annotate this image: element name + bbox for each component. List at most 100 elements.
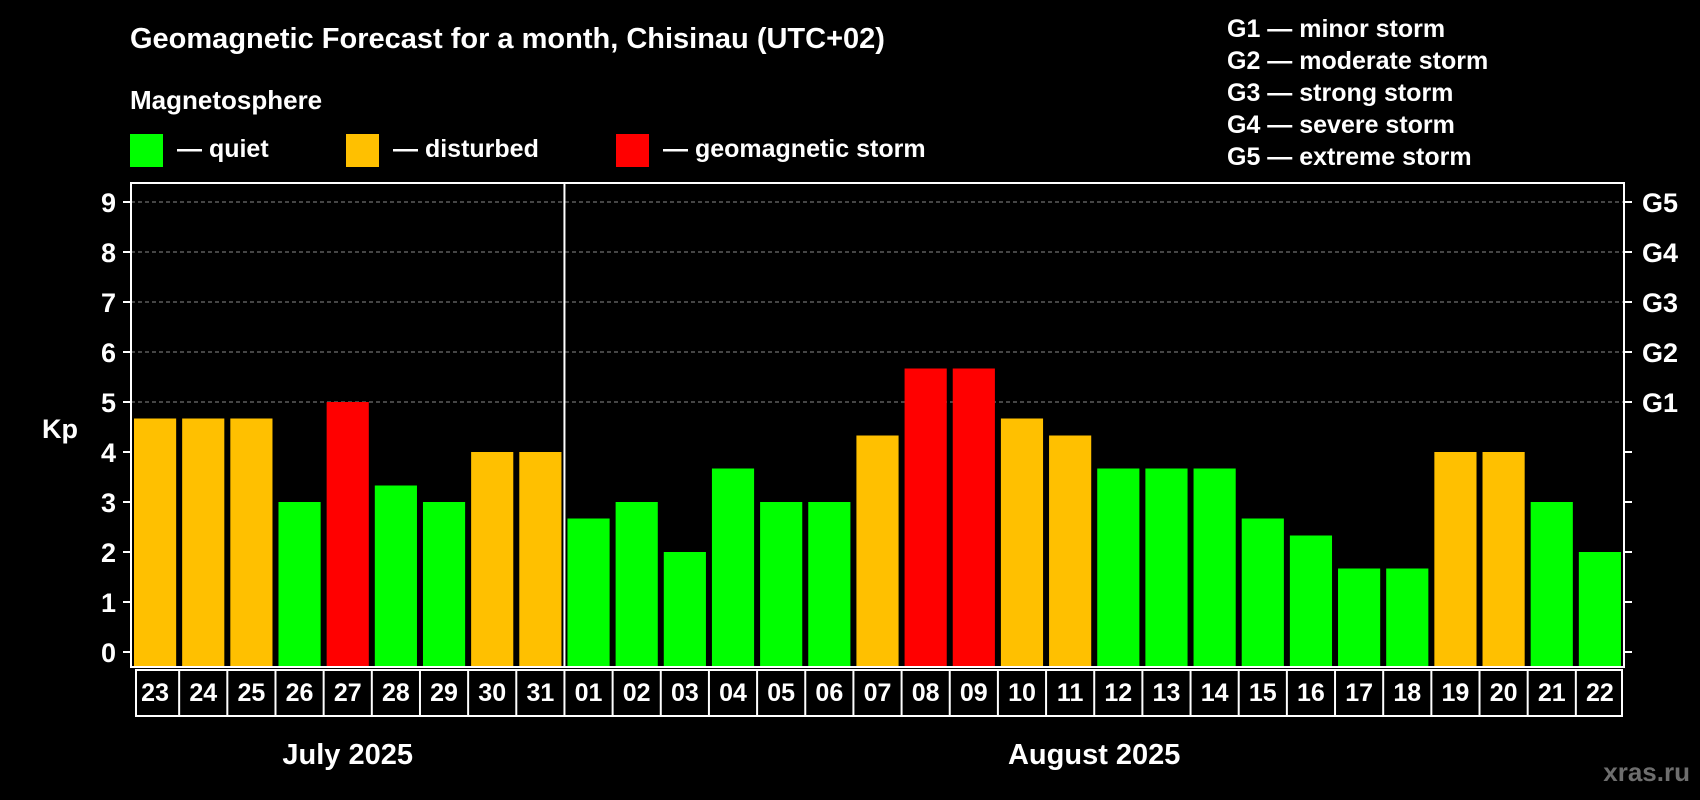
x-tick-label: 22 (1586, 679, 1614, 707)
x-tick-label: 03 (671, 679, 699, 707)
bar-01 (567, 518, 610, 667)
g-scale-legend-item: G5 — extreme storm (1227, 143, 1472, 171)
x-tick-label: 09 (960, 679, 988, 707)
legend-label-disturbed: — disturbed (393, 135, 539, 163)
x-tick-label: 14 (1201, 679, 1229, 707)
bar-23 (134, 418, 177, 667)
x-tick-label: 25 (237, 679, 265, 707)
x-tick-label: 08 (912, 679, 940, 707)
x-tick-label: 31 (526, 679, 554, 707)
x-tick-label: 06 (815, 679, 843, 707)
bar-14 (1193, 468, 1236, 667)
bar-19 (1434, 452, 1477, 667)
g-scale-legend-item: G4 — severe storm (1227, 111, 1455, 139)
x-tick-label: 18 (1393, 679, 1421, 707)
x-tick-label: 21 (1538, 679, 1566, 707)
bar-10 (1000, 418, 1044, 667)
y-tick-label: 5 (101, 388, 116, 418)
y-tick-label: 2 (101, 538, 116, 568)
legend-swatch-storm (616, 134, 649, 167)
legend-swatch-quiet (130, 134, 163, 167)
y-tick-label: 6 (101, 338, 116, 368)
status-legend: — quiet — disturbed — geomagnetic storm (130, 134, 926, 167)
g-level-label: G5 (1642, 188, 1678, 218)
legend-label-quiet: — quiet (177, 135, 269, 163)
g-scale-legend-item: G3 — strong storm (1227, 79, 1453, 107)
x-axis-box (135, 669, 1623, 717)
x-tick-label: 02 (623, 679, 651, 707)
month-label: July 2025 (282, 739, 413, 771)
watermark: xras.ru (1603, 757, 1690, 787)
bar-26 (278, 502, 321, 667)
x-tick-label: 15 (1249, 679, 1277, 707)
y-tick-label: 3 (101, 488, 116, 518)
x-tick-label: 19 (1442, 679, 1470, 707)
month-labels: July 2025 August 2025 (282, 739, 1180, 771)
bar-08 (904, 368, 947, 667)
bar-25 (230, 418, 273, 667)
x-tick-label: 29 (430, 679, 458, 707)
bar-28 (374, 485, 417, 667)
x-tick-label: 23 (141, 679, 169, 707)
g-level-label: G1 (1642, 388, 1678, 418)
g-scale-legend-item: G2 — moderate storm (1227, 47, 1488, 75)
bar-12 (1097, 468, 1140, 667)
x-tick-label: 17 (1345, 679, 1373, 707)
bar-29 (422, 502, 466, 667)
x-tick-label: 13 (1153, 679, 1181, 707)
bar-27 (326, 402, 369, 667)
bar-30 (471, 452, 514, 667)
x-tick-label: 30 (478, 679, 506, 707)
bar-11 (1049, 435, 1092, 667)
x-tick-label: 04 (719, 679, 747, 707)
x-tick-label: 10 (1008, 679, 1036, 707)
bar-21 (1530, 502, 1573, 667)
bar-05 (760, 502, 803, 667)
bar-06 (808, 502, 851, 667)
y-tick-label: 1 (101, 588, 116, 618)
bar-22 (1578, 552, 1621, 667)
bar-15 (1241, 518, 1284, 667)
bar-03 (663, 552, 706, 667)
right-axis: G1 G2 G3 G4 G5 (1624, 188, 1678, 653)
y-axis: 0 1 2 3 4 5 6 7 8 9 (101, 188, 131, 668)
y-axis-label: Kp (42, 414, 78, 444)
chart-subtitle: Magnetosphere (130, 85, 322, 115)
bar-13 (1145, 468, 1188, 667)
bar-24 (182, 418, 225, 667)
x-tick-label: 27 (334, 679, 362, 707)
g-level-label: G2 (1642, 338, 1678, 368)
legend-swatch-disturbed (346, 134, 379, 167)
y-tick-label: 0 (101, 638, 116, 668)
bar-17 (1338, 568, 1381, 667)
x-tick-label: 28 (382, 679, 410, 707)
x-tick-label: 16 (1297, 679, 1325, 707)
plot-frame (130, 182, 1625, 668)
x-tick-label: 07 (864, 679, 892, 707)
chart-title: Geomagnetic Forecast for a month, Chisin… (130, 23, 885, 55)
g-scale-legend-item: G1 — minor storm (1227, 15, 1445, 43)
grid-lines (131, 201, 1624, 403)
x-tick-label: 24 (189, 679, 217, 707)
x-tick-label: 26 (286, 679, 314, 707)
legend-label-storm: — geomagnetic storm (663, 135, 926, 163)
y-tick-label: 4 (101, 438, 116, 468)
x-tick-label: 12 (1104, 679, 1132, 707)
x-tick-label: 05 (767, 679, 795, 707)
bar-09 (952, 368, 995, 667)
y-tick-label: 9 (101, 188, 116, 218)
bar-04 (711, 468, 755, 667)
month-label: August 2025 (1008, 739, 1180, 771)
bar-02 (615, 502, 658, 667)
bar-31 (519, 452, 562, 667)
g-scale-legend: G1 — minor storm G2 — moderate storm G3 — … (1227, 15, 1488, 171)
bar-20 (1482, 452, 1525, 667)
g-level-label: G4 (1642, 238, 1678, 268)
bar-07 (856, 435, 899, 667)
x-axis: 23 24 25 26 27 28 29 30 31 01 02 03 04 05 06 07 08 09 10 11… (135, 669, 1623, 717)
x-tick-label: 01 (575, 679, 603, 707)
y-tick-label: 8 (101, 238, 116, 268)
bars (134, 368, 1621, 667)
y-tick-label: 7 (101, 288, 116, 318)
